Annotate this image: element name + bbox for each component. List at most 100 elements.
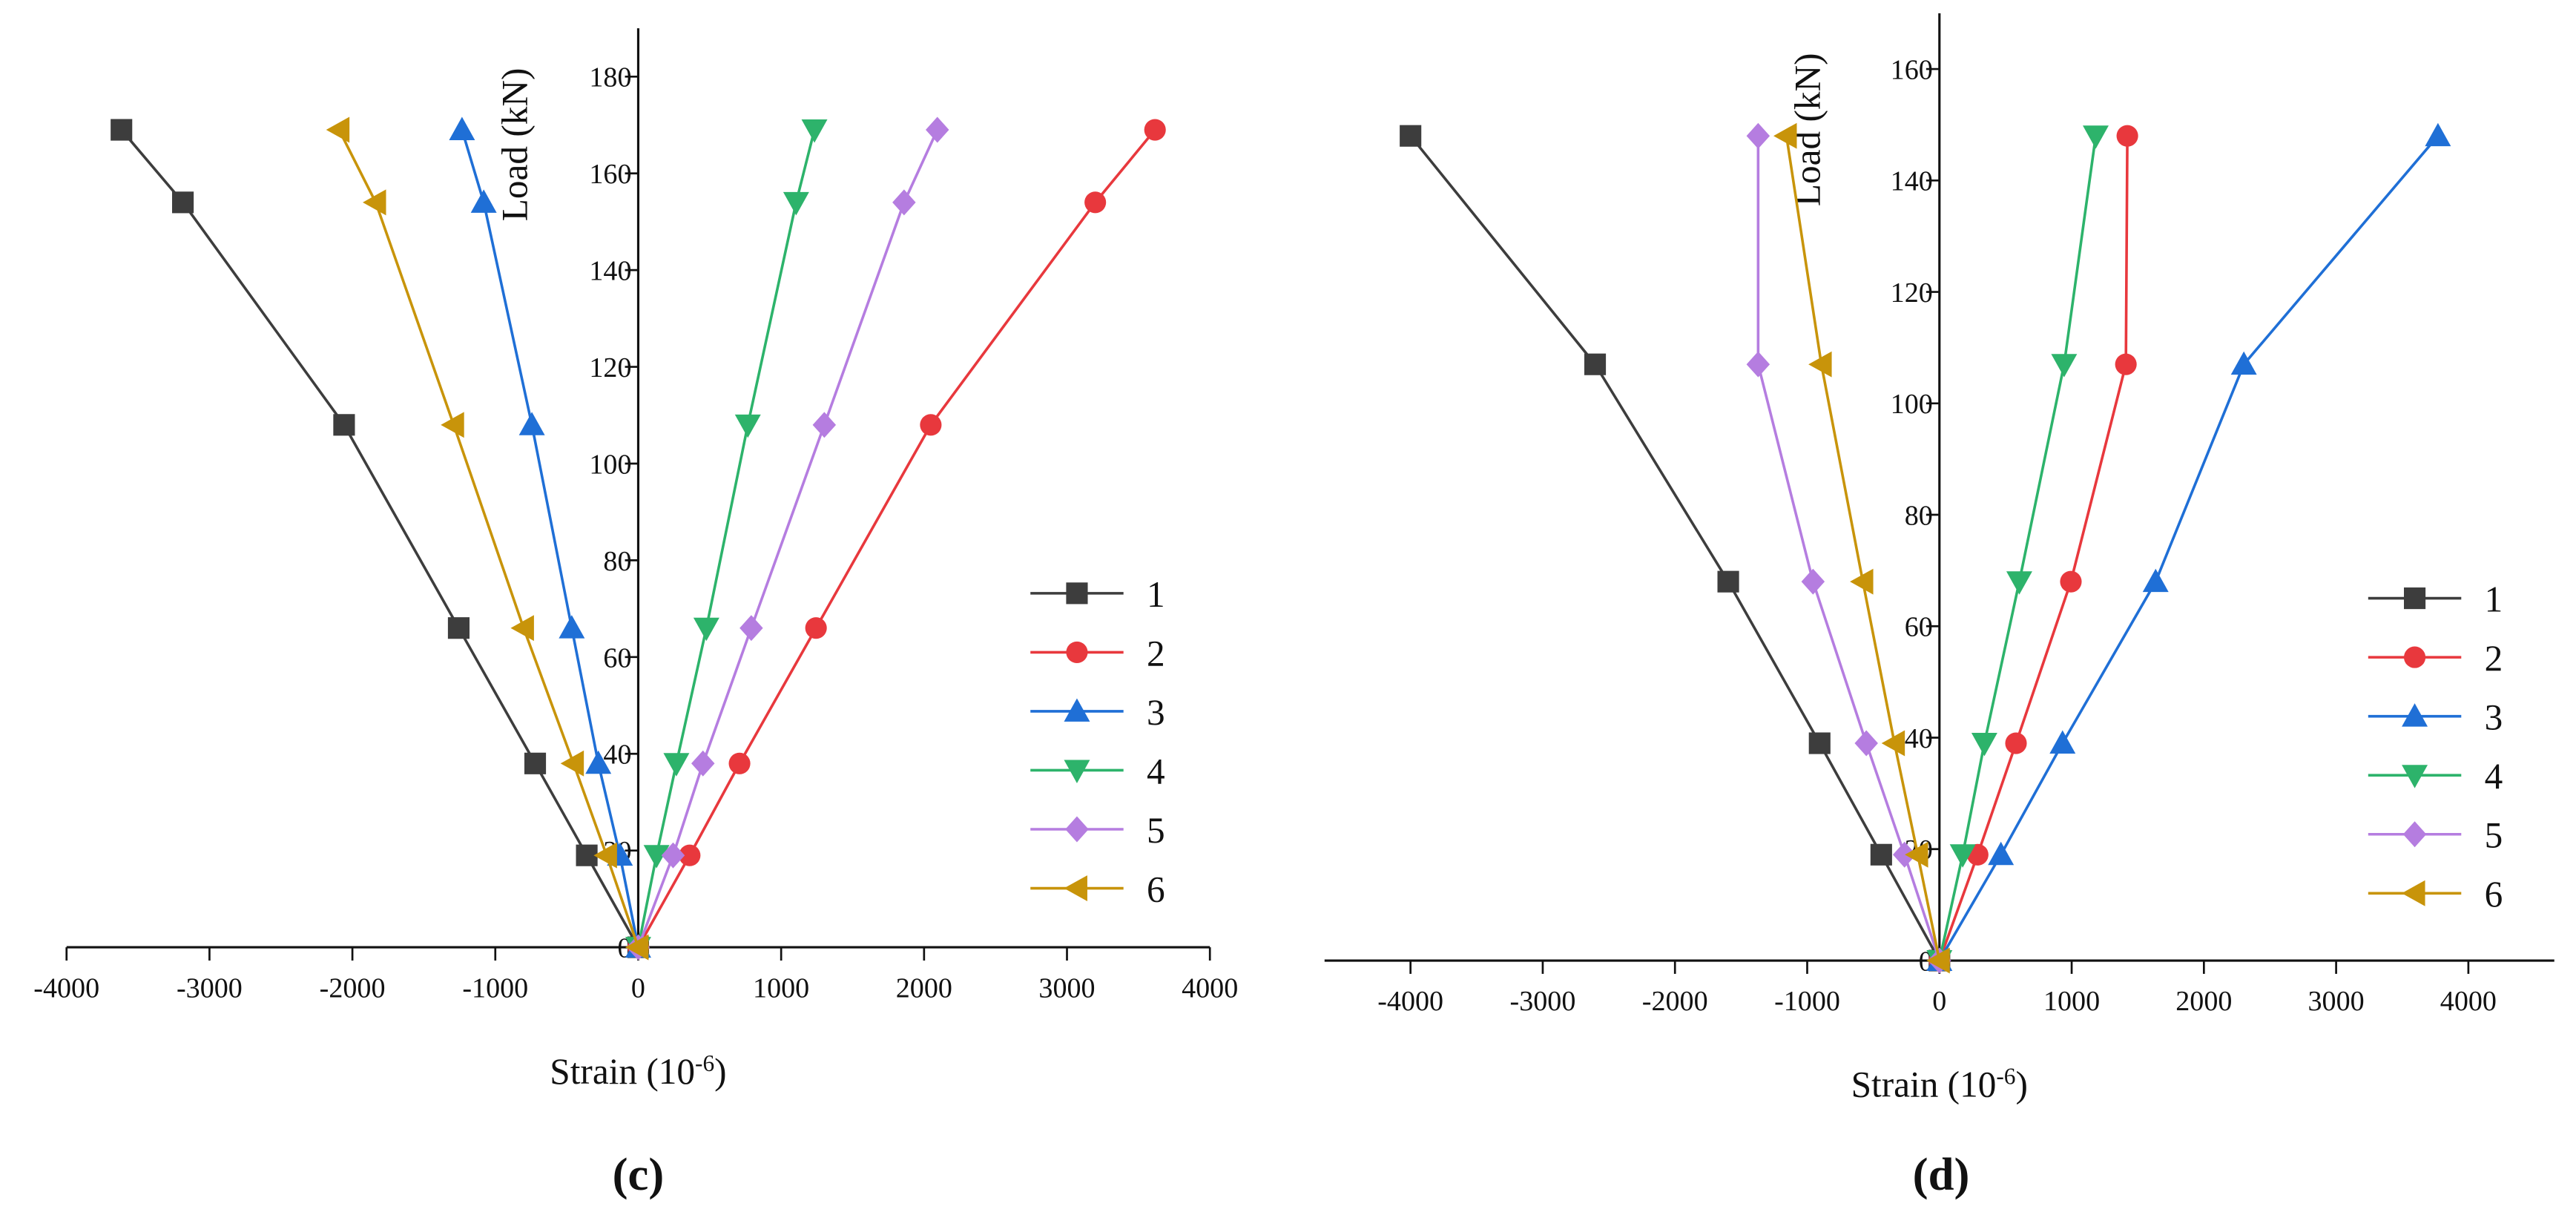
marker [441,412,464,438]
marker [1926,947,1950,974]
x-tick-label: 4000 [2440,986,2497,1017]
x-tick-label: -4000 [33,972,99,1004]
marker [1808,351,1832,378]
marker [1801,568,1825,595]
x-tick-label: 4000 [1182,972,1238,1004]
marker [2051,354,2078,378]
y-tick-label: 60 [603,642,631,673]
marker [585,750,612,774]
x-tick-label: -3000 [177,972,243,1004]
marker [663,753,690,777]
series-line [1938,135,2440,961]
legend-label: 3 [2485,697,2503,738]
series-line [1785,135,1941,961]
legend-label: 2 [2485,638,2503,679]
marker [2116,125,2138,147]
marker [783,191,809,216]
x-axis-label-part: -6 [695,1050,714,1076]
x-tick-label: 3000 [2308,986,2365,1017]
marker [1905,841,1928,868]
marker [693,617,719,642]
marker [2060,570,2082,593]
marker [625,934,649,961]
marker [1746,351,1770,378]
marker [2142,568,2169,593]
marker [1746,122,1770,149]
x-axis-label: Strain (10-6) [550,1050,726,1091]
legend-marker [1064,698,1090,722]
marker [2083,125,2109,149]
chart: -4000-3000-2000-100001000200030004000020… [33,28,1238,1200]
marker [593,842,617,869]
legend-marker [1065,816,1089,843]
y-tick-label: 60 [1905,612,1933,643]
y-tick-label: 180 [589,62,631,93]
marker [1773,122,1797,149]
legend-label: 6 [2485,874,2503,915]
chart: -4000-3000-2000-100001000200030004000020… [1324,13,2554,1200]
marker [1971,733,1997,757]
marker [1144,119,1166,141]
x-tick-label: -1000 [1774,986,1840,1017]
x-axis-label-part: Strain (10 [550,1051,695,1092]
marker [1850,568,1874,595]
marker [892,189,916,216]
legend-marker [2403,587,2426,610]
x-tick-label: 0 [631,972,645,1004]
legend-marker [1066,582,1088,605]
series-line [636,129,816,948]
marker [326,116,350,143]
marker [172,191,194,214]
marker [111,119,133,141]
marker [524,752,547,774]
marker [1854,730,1878,757]
x-tick-label: 2000 [2175,986,2232,1017]
x-axis-label-part: -6 [1996,1063,2015,1089]
marker [1881,730,1905,757]
legend-marker [2402,703,2428,727]
marker [679,844,701,866]
series-line [1756,136,1941,961]
panel-label: (d) [1913,1148,1970,1200]
marker [691,750,715,777]
legend-label: 4 [2485,756,2503,797]
series-line [337,129,640,948]
y-tick-label: 80 [603,546,631,577]
legend-marker [1066,641,1088,663]
x-tick-label: 3000 [1038,972,1095,1004]
x-tick-label: -3000 [1510,986,1576,1017]
y-tick-label: 80 [1905,500,1933,531]
y-tick-label: 120 [589,352,631,383]
legend-marker [1064,875,1087,902]
marker [1808,732,1831,754]
marker [812,412,837,438]
marker [1949,844,1976,868]
legend-label: 3 [1147,692,1165,733]
legend-label: 1 [1147,574,1165,615]
series-line [636,129,939,948]
y-tick-label: 140 [589,256,631,287]
marker [510,615,534,642]
marker [926,116,949,143]
x-tick-label: -4000 [1377,986,1443,1017]
legend-marker [2402,765,2428,788]
marker [559,615,585,639]
series-line [120,128,640,948]
series-line [1938,136,2129,961]
legend-label: 6 [1147,869,1165,909]
y-tick-label: 100 [1891,389,1933,420]
marker [734,414,761,438]
series-line [461,129,640,948]
marker [333,414,355,436]
legend-label: 5 [1147,810,1165,851]
series-line [1409,135,1941,961]
marker [801,119,828,143]
y-tick-label: 160 [589,159,631,190]
x-axis-label-part: Strain (10 [1851,1064,1997,1105]
y-tick-label: 160 [1891,54,1933,85]
x-axis-label-part: ) [714,1051,726,1092]
marker [470,189,497,213]
marker [2005,732,2027,754]
series-line [1938,135,2098,961]
